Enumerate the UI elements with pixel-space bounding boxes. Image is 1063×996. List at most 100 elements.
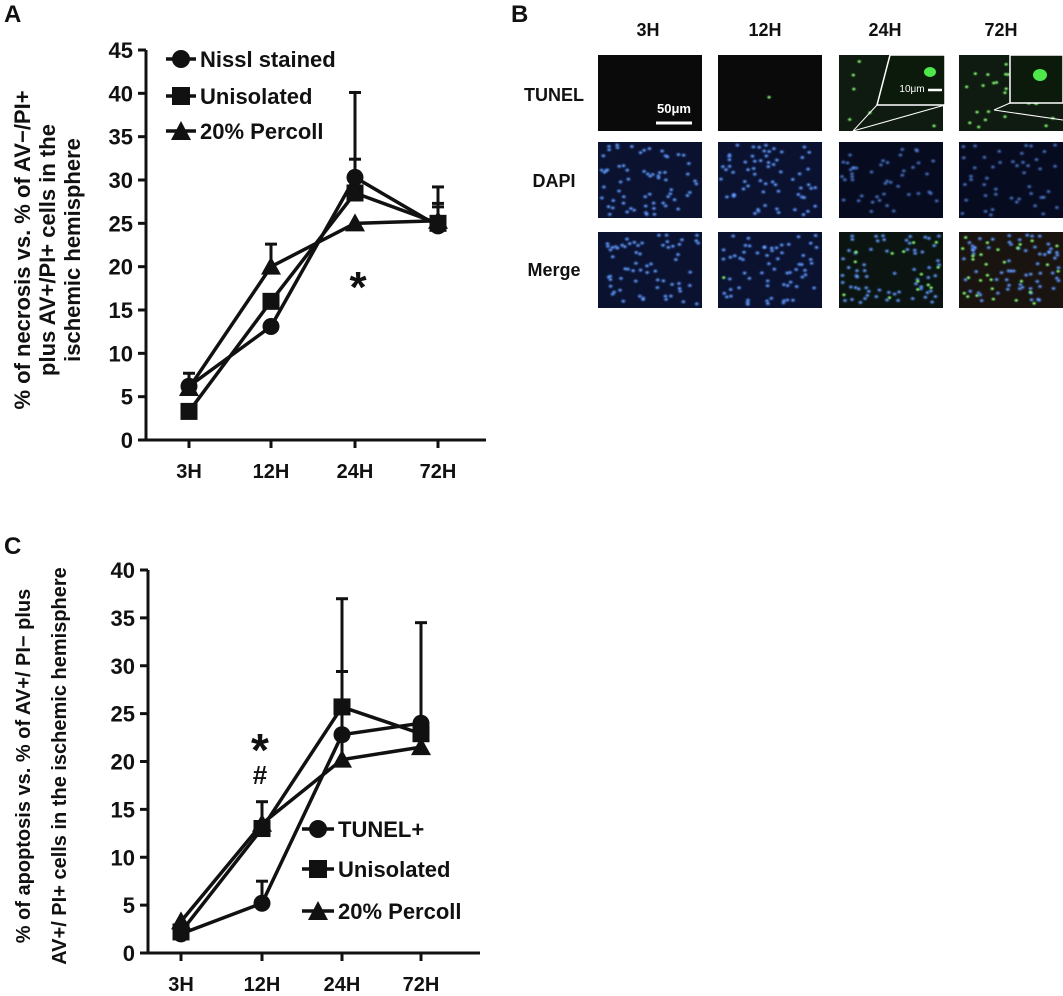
nucleus-dot — [765, 148, 773, 155]
nucleus-dot — [757, 157, 765, 164]
nucleus-dot — [679, 298, 687, 305]
nucleus-dot — [838, 272, 846, 279]
nucleus-dot — [845, 264, 853, 271]
nucleus-dot — [745, 275, 753, 282]
tunel-dot — [972, 71, 979, 77]
nucleus-dot — [898, 146, 906, 153]
tunel-dot — [977, 277, 984, 284]
nucleus-dot — [659, 277, 667, 284]
nucleus-dot — [910, 266, 918, 273]
nucleus-dot — [778, 148, 786, 155]
nucleus-dot — [751, 171, 759, 178]
point-square — [180, 402, 198, 420]
y-tick-label: 10 — [109, 341, 133, 366]
nucleus-dot — [685, 160, 693, 167]
nucleus-dot — [1033, 278, 1041, 285]
nucleus-dot — [610, 289, 618, 296]
tunel-dot — [910, 239, 917, 246]
nucleus-dot — [1022, 272, 1030, 279]
chart-c-plot: 0 5 10 15 20 25 30 35 40 3H 12H 24H 72H *# — [111, 558, 480, 996]
legend-square-marker — [309, 860, 327, 878]
nucleus-dot — [749, 143, 757, 150]
nucleus-dot — [812, 232, 820, 239]
nucleus-dot — [1034, 296, 1042, 303]
nucleus-dot — [798, 274, 806, 281]
nucleus-dot — [1036, 283, 1044, 290]
tunel-dot — [980, 82, 987, 89]
nucleus-dot — [905, 191, 913, 198]
inset-scale-label: 10μm — [899, 84, 924, 95]
tunel-dot — [988, 277, 995, 283]
nucleus-dot — [906, 233, 914, 240]
tunel-dot — [989, 286, 996, 292]
nucleus-dot — [883, 202, 891, 209]
nucleus-dot — [667, 293, 675, 300]
nucleus-dot — [805, 149, 813, 156]
nucleus-dot — [624, 176, 632, 183]
nucleus-dot — [762, 142, 770, 149]
nucleus-dot — [609, 253, 617, 260]
nucleus-dot — [1005, 282, 1013, 289]
nucleus-dot — [856, 299, 864, 306]
nucleus-dot — [874, 237, 882, 244]
tunel-dot — [935, 264, 942, 270]
nucleus-dot — [876, 197, 884, 204]
nucleus-dot — [913, 147, 921, 154]
nucleus-dot — [620, 193, 628, 200]
series-line — [187, 191, 439, 413]
tunel-dot — [1044, 262, 1051, 268]
nucleus-dot — [800, 144, 808, 151]
tunel-dot — [974, 109, 981, 115]
nucleus-dot — [992, 191, 1000, 198]
tunel-dot — [914, 278, 921, 284]
chart-a-ylabel-1: % of necrosis vs. % of AV−/PI+ — [10, 90, 35, 409]
tunel-dot — [959, 245, 966, 252]
nucleus-dot — [763, 252, 771, 259]
nucleus-dot — [643, 269, 651, 276]
nucleus-dot — [760, 244, 768, 251]
nucleus-dot — [799, 252, 807, 259]
point-square — [262, 292, 280, 310]
nucleus-dot — [989, 164, 997, 171]
nucleus-dot — [735, 284, 743, 291]
nucleus-dot — [675, 241, 683, 248]
nucleus-dot — [841, 297, 849, 304]
nucleus-dot — [613, 245, 621, 252]
nucleus-dot — [801, 267, 809, 274]
tunel-dot — [853, 249, 860, 255]
nucleus-dot — [807, 240, 815, 247]
nucleus-dot — [656, 169, 664, 176]
tunel-dot — [1043, 123, 1050, 129]
nucleus-dot — [924, 274, 932, 281]
nucleus-dot — [795, 233, 803, 240]
legend-a-item-1: Nissl stained — [200, 47, 336, 72]
nucleus-dot — [613, 142, 621, 149]
nucleus-dot — [962, 197, 970, 204]
nucleus-dot — [627, 205, 635, 212]
nucleus-dot — [783, 270, 791, 277]
micrograph-panel: 3H 12H 24H 72H TUNEL DAPI Merge 50μm 10μ… — [524, 20, 1063, 308]
nucleus-dot — [853, 267, 861, 274]
nucleus-dot — [810, 284, 818, 291]
nucleus-dot — [756, 177, 764, 184]
col-label-24h: 24H — [868, 20, 901, 40]
nucleus-dot — [971, 142, 979, 149]
nucleus-dot — [744, 166, 752, 173]
nucleus-dot — [637, 267, 645, 274]
nucleus-dot — [966, 288, 974, 295]
nucleus-dot — [791, 206, 799, 213]
nucleus-dot — [923, 170, 931, 177]
tunel-dot — [914, 286, 921, 293]
nucleus-dot — [720, 246, 728, 253]
micrograph-tiles — [598, 55, 1063, 308]
nucleus-dot — [1040, 194, 1048, 201]
nucleus-dot — [1031, 202, 1039, 209]
tunel-dot — [1013, 297, 1020, 303]
tunel-dot — [840, 292, 847, 298]
tunel-dot — [969, 256, 976, 262]
nucleus-dot — [921, 294, 929, 301]
nucleus-dot — [759, 188, 767, 195]
nucleus-dot — [841, 176, 849, 183]
significance-marker: * — [349, 263, 367, 312]
